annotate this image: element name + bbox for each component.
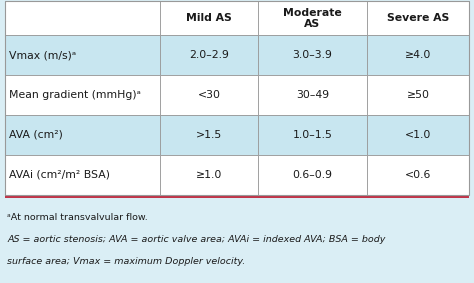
Bar [5, 35, 160, 75]
Bar [367, 1, 469, 35]
Text: Moderate
AS: Moderate AS [283, 8, 342, 29]
Bar [160, 1, 258, 35]
Bar [5, 1, 469, 195]
Text: Mild AS: Mild AS [186, 13, 232, 23]
Text: ≥1.0: ≥1.0 [196, 170, 222, 180]
Text: ≥50: ≥50 [407, 90, 429, 100]
Text: Mean gradient (mmHg)ᵃ: Mean gradient (mmHg)ᵃ [9, 90, 140, 100]
Bar [160, 75, 258, 115]
Text: ≥4.0: ≥4.0 [405, 50, 431, 60]
Bar [258, 75, 367, 115]
Text: <1.0: <1.0 [405, 130, 431, 140]
Text: 0.6–0.9: 0.6–0.9 [292, 170, 332, 180]
Bar [258, 115, 367, 155]
Bar [160, 155, 258, 195]
Text: <30: <30 [198, 90, 220, 100]
Bar [5, 198, 469, 283]
Bar [258, 155, 367, 195]
Text: AVAi (cm²/m² BSA): AVAi (cm²/m² BSA) [9, 170, 109, 180]
Bar [5, 75, 160, 115]
Bar [5, 155, 160, 195]
Text: <0.6: <0.6 [405, 170, 431, 180]
Bar [5, 1, 160, 35]
Text: 2.0–2.9: 2.0–2.9 [189, 50, 229, 60]
Bar [160, 115, 258, 155]
Text: 3.0–3.9: 3.0–3.9 [292, 50, 332, 60]
Text: Severe AS: Severe AS [387, 13, 449, 23]
Bar [5, 195, 469, 198]
Bar [5, 115, 160, 155]
Text: ᵃAt normal transvalvular flow.: ᵃAt normal transvalvular flow. [7, 213, 148, 222]
Text: 30–49: 30–49 [296, 90, 329, 100]
Text: Vmax (m/s)ᵃ: Vmax (m/s)ᵃ [9, 50, 76, 60]
Text: >1.5: >1.5 [196, 130, 222, 140]
Bar [367, 115, 469, 155]
Text: 1.0–1.5: 1.0–1.5 [292, 130, 332, 140]
Text: surface area; Vmax = maximum Doppler velocity.: surface area; Vmax = maximum Doppler vel… [7, 257, 246, 266]
Bar [258, 1, 367, 35]
Bar [367, 75, 469, 115]
Bar [258, 35, 367, 75]
Bar [367, 35, 469, 75]
Bar [367, 155, 469, 195]
Bar [160, 35, 258, 75]
Text: AVA (cm²): AVA (cm²) [9, 130, 63, 140]
Text: AS = aortic stenosis; AVA = aortic valve area; AVAi = indexed AVA; BSA = body: AS = aortic stenosis; AVA = aortic valve… [7, 235, 385, 244]
